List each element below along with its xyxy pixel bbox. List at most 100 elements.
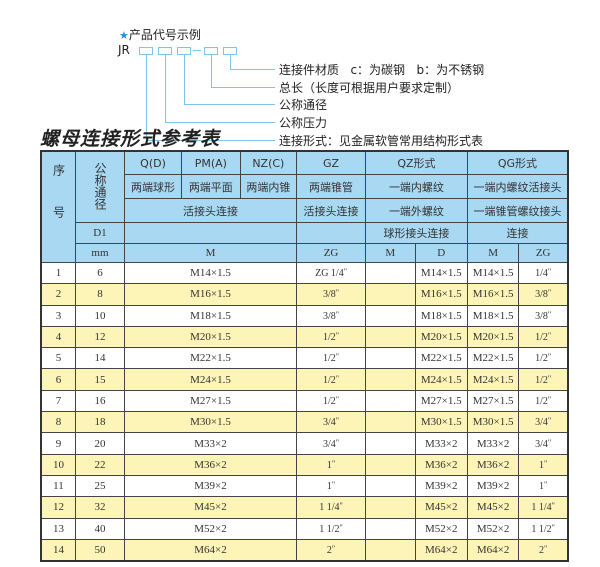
inch-mark: " [544, 458, 548, 468]
cell-qg-m: M52×2 [466, 517, 520, 540]
code-prefix: JR [118, 43, 130, 57]
cell-qz-d: M33×2 [414, 432, 468, 455]
cell-zg: 1 1/4" [296, 496, 366, 519]
cell-seq: 2 [40, 283, 76, 306]
thread-size: 3/4 [535, 417, 548, 429]
cell-qz-m [364, 453, 416, 476]
thread-size: 1/2 [323, 395, 336, 407]
inch-mark: " [331, 458, 336, 468]
header-gz: GZ [296, 150, 366, 175]
cell-qz-d: M14×1.5 [414, 261, 468, 285]
cell-seq: 13 [40, 517, 76, 540]
header-qz-d: D [414, 243, 468, 263]
cell-qz-m [364, 347, 416, 370]
thread-size: 1/2 [323, 332, 336, 344]
cell-nominal: 15 [74, 368, 125, 391]
leader-line [146, 55, 147, 140]
thread-size: 1 [539, 459, 545, 471]
header-qd-desc: 两端球形 [123, 174, 183, 199]
thread-size: 3/8 [535, 310, 548, 322]
header-qg-zg: ZG [518, 243, 569, 263]
thread-size: ZG 1/4 [315, 268, 344, 280]
code-box-material [223, 47, 237, 55]
inch-mark: " [339, 501, 343, 511]
cell-qg-m: M27×1.5 [466, 389, 520, 413]
thread-size: 1 1/2 [319, 523, 340, 535]
cell-qg-zg: 1/4" [518, 261, 569, 285]
cell-nominal: 32 [74, 496, 125, 519]
cell-qz-d: M52×2 [414, 517, 468, 540]
cell-qz-m [364, 538, 416, 562]
table-body: 1 6 M14×1.5 ZG 1/4" M14×1.5 M14×1.5 1/4" 2 8 M16×… [40, 261, 569, 562]
leader-line [211, 87, 275, 88]
thread-size: 1 1/4 [531, 502, 552, 514]
nut-connection-table: 序号 公称通径 Q(D) PM(A) NZ(C) GZ QZ形式 QG形式 两端… [40, 150, 569, 563]
inch-mark: " [547, 437, 552, 447]
cell-qg-m: M16×1.5 [466, 283, 520, 306]
desc-connection: 连接形式：见金属软管常用结构形式表 [279, 134, 484, 148]
cell-nominal: 16 [74, 389, 125, 413]
header-union: 活接头连接 [123, 198, 298, 223]
inch-mark: " [547, 373, 552, 383]
cell-qg-zg: 1 1/4" [518, 496, 569, 519]
desc-diameter: 公称通径 [279, 98, 328, 112]
cell-zg: 3/4" [296, 411, 366, 434]
header-qz-desc3: 球形接头连接 [364, 222, 468, 244]
desc-material: 连接件材质 c：为碳钢 b：为不锈钢 [279, 63, 485, 77]
cell-qz-m [364, 432, 416, 455]
thread-size: 1/4 [535, 268, 548, 280]
inch-mark: " [547, 352, 552, 362]
header-m: M [123, 243, 298, 263]
cell-qg-m: M33×2 [466, 432, 520, 455]
table-row: 8 18 M30×1.5 3/4" M30×1.5 M30×1.5 3/4" [40, 411, 569, 434]
inch-mark: " [335, 288, 340, 298]
cell-qg-m: M30×1.5 [466, 411, 520, 434]
cell-m: M14×1.5 [123, 261, 298, 285]
cell-zg: 1/2" [296, 368, 366, 391]
cell-qg-zg: 1/2" [518, 368, 569, 391]
cell-qz-d: M36×2 [414, 453, 468, 476]
cell-zg: 1 1/2" [296, 517, 366, 540]
desc-pressure: 公称压力 [279, 116, 328, 130]
cell-qz-m [364, 304, 416, 327]
cell-m: M24×1.5 [123, 368, 298, 391]
cell-seq: 7 [40, 389, 76, 413]
leader-line [184, 104, 275, 105]
cell-m: M18×1.5 [123, 304, 298, 327]
cell-nominal: 14 [74, 347, 125, 370]
leader-line [165, 55, 166, 122]
thread-size: 3/4 [323, 417, 336, 429]
table-title: 螺母连接形式参考表 [40, 128, 221, 150]
leader-line [146, 140, 275, 141]
cell-nominal: 22 [74, 453, 125, 476]
cell-qg-m: M14×1.5 [466, 261, 520, 285]
cell-qz-m [364, 283, 416, 306]
inch-mark: " [335, 331, 340, 341]
cell-qz-d: M16×1.5 [414, 283, 468, 306]
cell-nominal: 40 [74, 517, 125, 540]
table-row: 1 6 M14×1.5 ZG 1/4" M14×1.5 M14×1.5 1/4" [40, 261, 569, 285]
thread-size: 1 [539, 481, 545, 493]
cell-m: M30×1.5 [123, 411, 298, 434]
cell-m: M22×1.5 [123, 347, 298, 370]
cell-seq: 12 [40, 496, 76, 519]
cell-nominal: 8 [74, 283, 125, 306]
cell-qz-d: M27×1.5 [414, 389, 468, 413]
cell-qz-d: M18×1.5 [414, 304, 468, 327]
code-box-diameter [177, 47, 191, 55]
header-zg: ZG [296, 243, 366, 263]
header-seq: 序号 [40, 150, 76, 263]
cell-seq: 11 [40, 474, 76, 498]
code-box-connection [139, 47, 153, 55]
cell-qg-zg: 3/4" [518, 411, 569, 434]
cell-seq: 8 [40, 411, 76, 434]
table-row: 9 20 M33×2 3/4" M33×2 M33×2 3/4" [40, 432, 569, 455]
inch-mark: " [335, 373, 340, 383]
cell-nominal: 50 [74, 538, 125, 562]
table-row: 7 16 M27×1.5 1/2" M27×1.5 M27×1.5 1/2" [40, 389, 569, 413]
table-row: 6 15 M24×1.5 1/2" M24×1.5 M24×1.5 1/2" [40, 368, 569, 391]
cell-m: M20×1.5 [123, 325, 298, 349]
table-row: 3 10 M18×1.5 3/8" M18×1.5 M18×1.5 3/8" [40, 304, 569, 327]
table-row: 13 40 M52×2 1 1/2" M52×2 M52×2 1 1/2" [40, 517, 569, 540]
cell-nominal: 18 [74, 411, 125, 434]
